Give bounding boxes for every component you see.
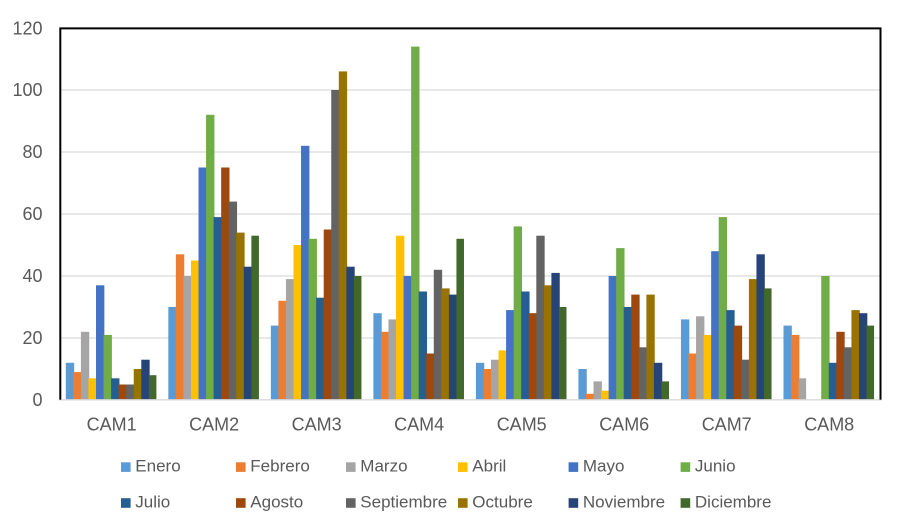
svg-text:Agosto: Agosto <box>250 493 303 512</box>
svg-text:CAM1: CAM1 <box>87 415 137 435</box>
svg-text:Octubre: Octubre <box>472 493 532 512</box>
svg-text:CAM3: CAM3 <box>292 415 342 435</box>
svg-text:20: 20 <box>22 328 42 348</box>
svg-text:80: 80 <box>22 142 42 162</box>
svg-text:60: 60 <box>22 204 42 224</box>
svg-text:120: 120 <box>12 19 42 39</box>
svg-text:Marzo: Marzo <box>360 457 407 476</box>
svg-text:CAM7: CAM7 <box>702 415 752 435</box>
svg-text:Febrero: Febrero <box>250 457 310 476</box>
svg-text:CAM8: CAM8 <box>804 415 854 435</box>
svg-text:0: 0 <box>32 390 42 410</box>
svg-text:100: 100 <box>12 80 42 100</box>
svg-text:Junio: Junio <box>695 457 736 476</box>
svg-text:CAM4: CAM4 <box>394 415 444 435</box>
svg-text:Diciembre: Diciembre <box>695 493 772 512</box>
svg-text:Mayo: Mayo <box>583 457 625 476</box>
svg-text:CAM5: CAM5 <box>497 415 547 435</box>
svg-text:Abril: Abril <box>472 457 506 476</box>
svg-text:40: 40 <box>22 266 42 286</box>
svg-text:Noviembre: Noviembre <box>583 493 665 512</box>
svg-text:Enero: Enero <box>135 457 180 476</box>
svg-text:CAM2: CAM2 <box>189 415 239 435</box>
svg-text:Septiembre: Septiembre <box>360 493 447 512</box>
svg-text:Julio: Julio <box>135 493 170 512</box>
svg-text:CAM6: CAM6 <box>599 415 649 435</box>
